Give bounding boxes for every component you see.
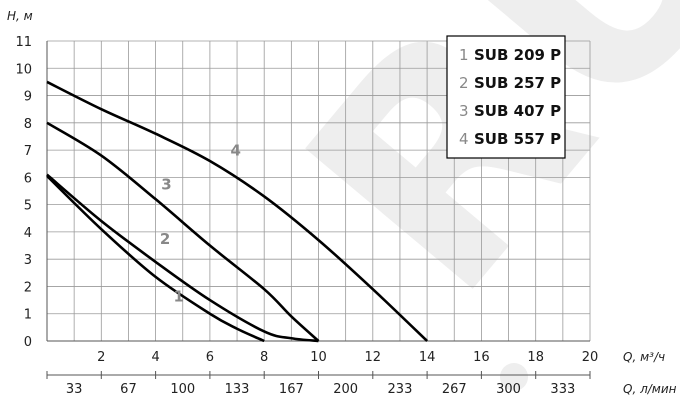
x-tick-label: 4 xyxy=(151,350,159,365)
curve-label-1: 1 xyxy=(173,287,183,305)
x2-tick-label: 333 xyxy=(550,382,575,397)
y-tick-label: 7 xyxy=(24,144,32,159)
legend-num-2: 2 xyxy=(459,74,469,92)
legend-num-3: 3 xyxy=(459,102,469,120)
legend-name-4: SUB 557 P xyxy=(474,130,561,148)
y-tick-label: 2 xyxy=(24,280,32,295)
legend: 1 SUB 209 P 2 SUB 257 P 3 SUB 407 P 4 SU… xyxy=(446,35,566,159)
curve-label-4: 4 xyxy=(230,142,240,160)
y-tick-label: 10 xyxy=(15,62,32,77)
x2-tick-label: 300 xyxy=(496,382,521,397)
x2-tick-label: 167 xyxy=(279,382,304,397)
x-axis-title: Q, м³/ч xyxy=(623,350,665,364)
x2-tick-label: 267 xyxy=(442,382,467,397)
x-tick-label: 18 xyxy=(527,350,544,365)
y-axis-title: H, м xyxy=(7,9,33,23)
x-tick-label: 8 xyxy=(260,350,268,365)
series-line-1 xyxy=(46,175,265,343)
y-tick-label: 6 xyxy=(24,171,32,186)
y-tick-label: 0 xyxy=(24,335,32,350)
watermark-dot xyxy=(500,363,528,391)
x-tick-label: 6 xyxy=(206,350,214,365)
legend-box xyxy=(446,35,566,159)
x2-tick-label: 200 xyxy=(333,382,358,397)
x2-tick-label: 233 xyxy=(388,382,413,397)
x2-tick-label: 133 xyxy=(225,382,250,397)
y-tick-label: 11 xyxy=(15,35,32,50)
curve-labels: 1 2 3 4 xyxy=(160,142,241,306)
x2-tick-label: 33 xyxy=(66,382,83,397)
legend-name-2: SUB 257 P xyxy=(474,74,561,92)
series-line-2 xyxy=(46,173,319,343)
curve-label-3: 3 xyxy=(161,176,171,194)
y-tick-label: 3 xyxy=(24,253,32,268)
x2-tick-label: 67 xyxy=(120,382,137,397)
y-tick-label: 4 xyxy=(24,226,32,241)
legend-name-3: SUB 407 P xyxy=(474,102,561,120)
x-tick-label: 16 xyxy=(473,350,490,365)
legend-num-1: 1 xyxy=(459,46,469,64)
x-tick-label: 12 xyxy=(365,350,382,365)
series-line-3 xyxy=(46,121,320,342)
x-tick-label: 10 xyxy=(310,350,327,365)
curve-label-2: 2 xyxy=(160,230,170,248)
series-line-4 xyxy=(46,80,428,342)
y-tick-label: 5 xyxy=(24,199,32,214)
y-tick-label: 8 xyxy=(24,117,32,132)
legend-name-1: SUB 209 P xyxy=(474,46,561,64)
x-tick-label: 14 xyxy=(419,350,436,365)
legend-num-4: 4 xyxy=(459,130,469,148)
x2-axis-title: Q, л/мин xyxy=(623,382,677,396)
x2-tick-label: 100 xyxy=(170,382,195,397)
x-tick-label: 20 xyxy=(582,350,599,365)
y-tick-label: 9 xyxy=(24,90,32,105)
x-tick-label: 2 xyxy=(97,350,105,365)
series-lines xyxy=(46,80,428,343)
y-tick-label: 1 xyxy=(24,308,32,323)
